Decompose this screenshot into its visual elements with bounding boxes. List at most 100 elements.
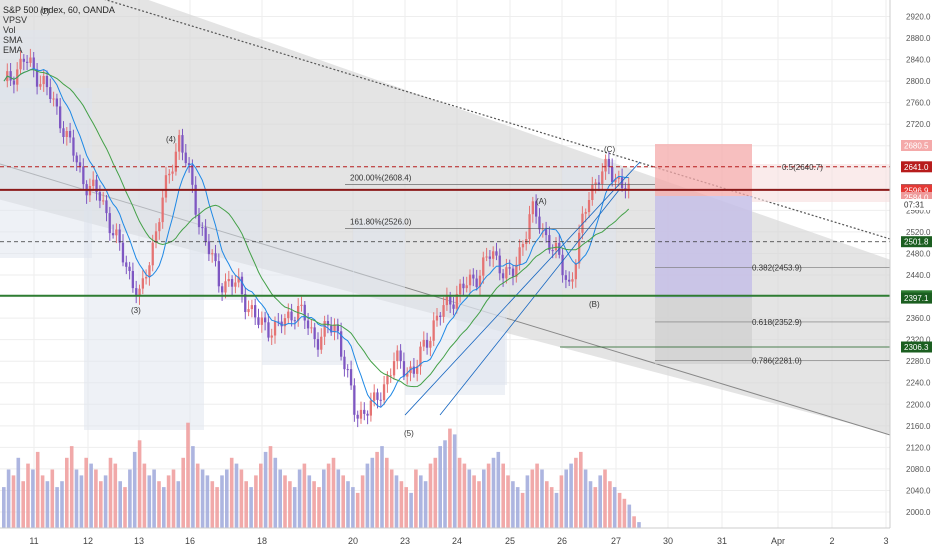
indicator-ema[interactable]: EMA: [3, 45, 23, 55]
volume-bar: [375, 451, 379, 528]
candle-body: [227, 279, 230, 282]
time-tick-label: 25: [505, 536, 515, 546]
candle-body: [515, 264, 518, 277]
target-box-red: [655, 144, 752, 196]
volume-bar: [404, 487, 408, 529]
volume-bar: [583, 469, 588, 528]
time-tick-label: 2: [829, 536, 834, 546]
candle-body: [498, 255, 501, 274]
price-tick-label: 2360.0: [906, 314, 931, 323]
volume-bar: [336, 469, 341, 528]
candle-body: [59, 106, 62, 129]
volume-bar: [263, 451, 268, 528]
price-tick-label: 2560.0: [906, 206, 931, 215]
candle-body: [392, 361, 396, 376]
candle-body: [333, 324, 336, 333]
volume-bar: [210, 481, 215, 528]
price-badge-label: 2397.1: [904, 294, 929, 303]
candle-body: [174, 151, 177, 172]
wave-label: (B): [589, 300, 600, 309]
time-tick-label: 26: [557, 536, 567, 546]
candle-body: [482, 257, 485, 276]
candle-body: [267, 322, 270, 338]
volume-bar: [302, 463, 307, 528]
volume-bar: [16, 457, 21, 528]
candle-body: [92, 179, 95, 186]
candle-body: [234, 282, 237, 287]
price-badge-label: 2596.9: [904, 187, 929, 196]
volume-bar: [355, 492, 360, 528]
candle-body: [343, 356, 346, 370]
volume-bar: [462, 463, 467, 528]
candle-body: [300, 304, 303, 306]
indicator-sma[interactable]: SMA: [3, 35, 23, 45]
candle-body: [32, 57, 35, 70]
candle-body: [564, 275, 567, 280]
volume-bar: [234, 463, 239, 528]
candle-body: [82, 166, 85, 185]
volume-bar: [307, 475, 312, 528]
volume-bar: [603, 469, 607, 528]
volume-bar: [60, 481, 64, 528]
candle-body: [330, 325, 333, 333]
volume-bar: [394, 475, 399, 528]
candle-body: [399, 350, 402, 362]
candle-body: [462, 283, 465, 289]
volume-profile-box: [0, 88, 92, 258]
candle-body: [472, 274, 475, 279]
wave-label: (2): [40, 7, 50, 16]
volume-bar: [622, 498, 627, 529]
candle-body: [416, 366, 419, 374]
candle-body: [386, 375, 389, 385]
volume-bar: [448, 428, 452, 529]
price-tick-label: 2520.0: [906, 228, 931, 237]
volume-bar: [482, 469, 486, 528]
candle-body: [518, 247, 521, 265]
volume-bar: [166, 475, 171, 528]
candle-body: [303, 304, 306, 321]
candle-body: [475, 278, 478, 288]
candle-body: [310, 327, 313, 329]
volume-bar: [428, 463, 433, 528]
candle-body: [65, 131, 68, 137]
candle-body: [154, 231, 158, 243]
candle-body: [597, 182, 601, 185]
candle-body: [254, 305, 257, 318]
candle-body: [217, 261, 220, 287]
volume-bar: [535, 463, 539, 528]
volume-bar: [205, 475, 210, 528]
price-badge-label: 07:31: [904, 200, 925, 209]
volume-bar: [370, 457, 375, 528]
candle-body: [39, 84, 42, 87]
indicator-vol[interactable]: Vol: [3, 25, 16, 35]
candle-body: [611, 167, 614, 183]
candle-body: [204, 227, 207, 242]
price-badge: [901, 185, 932, 196]
candle-body: [346, 369, 349, 371]
candle-body: [465, 285, 468, 289]
volume-bar: [2, 487, 6, 529]
volume-bar: [74, 469, 79, 528]
candle-body: [145, 277, 148, 279]
volume-bar: [632, 516, 636, 528]
candle-body: [297, 306, 300, 321]
candle-body: [68, 131, 72, 138]
volume-bar: [545, 481, 549, 528]
volume-bar: [94, 469, 98, 528]
volume-bar: [322, 469, 326, 528]
price-tick-label: 2040.0: [906, 486, 931, 495]
price-tick-label: 2000.0: [906, 508, 931, 517]
volume-bar: [612, 487, 617, 529]
volume-bar: [365, 463, 370, 528]
fib-ext-200-label: 200.00%(2608.4): [350, 173, 412, 182]
candle-body: [402, 361, 406, 377]
symbol-title[interactable]: S&P 500 Index, 60, OANDA: [3, 5, 115, 15]
volume-bar: [21, 481, 25, 528]
candle-body: [508, 267, 511, 269]
indicator-vpsv[interactable]: VPSV: [3, 15, 28, 25]
candle-body: [561, 254, 564, 276]
time-tick-label: 31: [717, 536, 727, 546]
volume-bar: [108, 457, 113, 528]
price-tick-label: 2920.0: [906, 13, 931, 22]
